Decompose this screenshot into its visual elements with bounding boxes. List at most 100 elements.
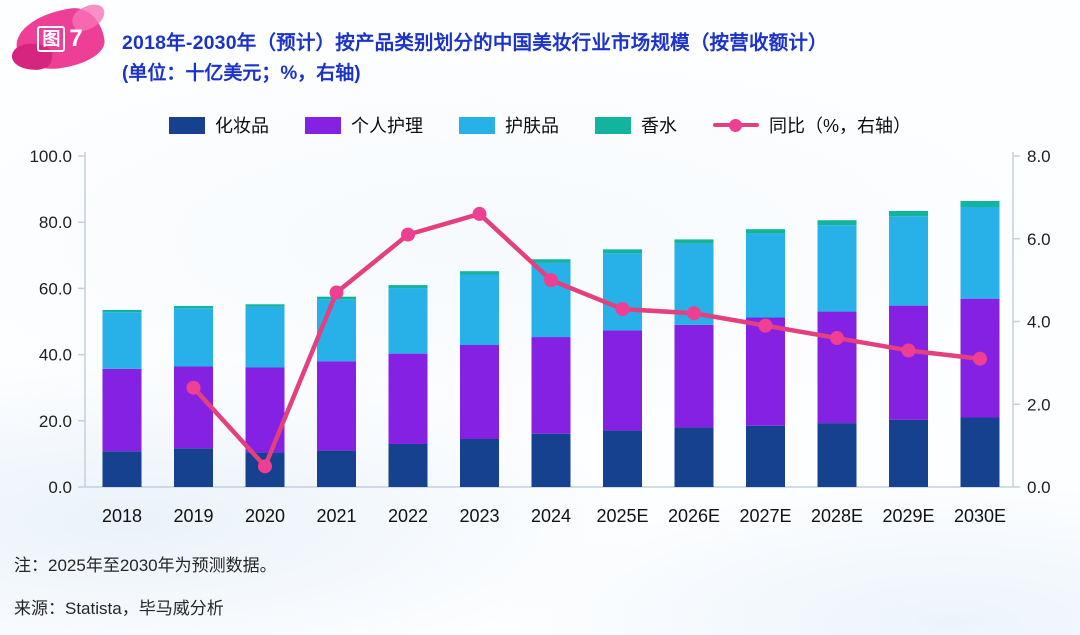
- legend-item: 护肤品: [458, 112, 559, 138]
- bar-segment-护肤品: [960, 206, 1000, 299]
- legend-item: 个人护理: [304, 112, 423, 138]
- legend-line-marker: [712, 117, 759, 134]
- yoy-data-point: [687, 306, 701, 321]
- chart-title: 2018年-2030年（预计）按产品类别划分的中国美妆行业市场规模（按营收额计）: [122, 32, 828, 54]
- bar-segment-个人护理: [102, 368, 142, 452]
- bar-segment-香水: [174, 305, 213, 309]
- bar-segment-护肤品: [174, 308, 213, 367]
- x-axis-label: 2030E: [954, 506, 1006, 526]
- left-axis-tick-label: 60.0: [39, 279, 72, 298]
- legend-label: 化妆品: [214, 116, 269, 136]
- legend-label: 护肤品: [504, 116, 559, 136]
- yoy-data-point: [186, 380, 201, 395]
- left-axis-tick-label: 40.0: [39, 346, 72, 365]
- left-axis-tick-label: 0.0: [48, 478, 72, 497]
- bar-segment-化妆品: [460, 439, 499, 487]
- bar-segment-香水: [746, 229, 785, 234]
- legend-label: 个人护理: [350, 116, 423, 136]
- yoy-data-point: [901, 343, 916, 358]
- bar-segment-化妆品: [603, 430, 642, 487]
- yoy-data-point: [258, 459, 272, 474]
- bar-segment-护肤品: [460, 274, 499, 346]
- bar-segment-化妆品: [674, 427, 714, 487]
- figure-number-badge: 图 7: [12, 4, 108, 74]
- footnote: 注：2025年至2030年为预测数据。: [14, 556, 277, 575]
- bar-segment-护肤品: [889, 216, 928, 306]
- right-axis-tick-label: 0.0: [1027, 478, 1051, 497]
- bar-segment-化妆品: [102, 451, 142, 487]
- bar-segment-香水: [817, 220, 857, 226]
- bar-segment-个人护理: [817, 311, 857, 424]
- bar-segment-香水: [245, 304, 285, 307]
- bar-segment-个人护理: [317, 361, 356, 451]
- legend-item-yoy: 同比（%，右轴）: [712, 112, 911, 138]
- right-axis-tick-label: 6.0: [1027, 230, 1051, 249]
- yoy-line: [191, 211, 983, 469]
- yoy-data-point: [615, 302, 630, 317]
- bar-segment-护肤品: [388, 288, 428, 354]
- right-axis-tick-label: 4.0: [1027, 313, 1051, 332]
- legend-item: 化妆品: [168, 112, 269, 138]
- legend-item: 香水: [594, 112, 677, 138]
- source-line: 来源：Statista，毕马威分析: [14, 599, 224, 618]
- bar-segment-香水: [531, 259, 571, 263]
- bar-segment-化妆品: [174, 448, 213, 487]
- bar-segment-个人护理: [603, 330, 642, 431]
- x-axis-label: 2026E: [668, 506, 720, 526]
- legend-swatch: [168, 116, 205, 134]
- bar-segment-香水: [889, 210, 928, 217]
- bar-segment-个人护理: [388, 353, 428, 444]
- bar-segment-护肤品: [603, 253, 642, 331]
- yoy-data-point: [329, 285, 344, 300]
- bar-segment-香水: [460, 271, 499, 275]
- x-axis-label: 2025E: [596, 506, 648, 526]
- stacked-bar-line-chart: 0.0 20.0 40.0 60.0 80.0 100.0 0.0 2.0 4.0 6.0 8.0 2…: [29, 147, 1051, 526]
- bar-segment-化妆品: [960, 417, 1000, 487]
- x-axis-label: 2029E: [882, 506, 934, 526]
- x-axis-label: 2024: [531, 506, 571, 526]
- left-axis-tick-label: 20.0: [39, 412, 72, 431]
- bar-segment-护肤品: [245, 306, 285, 368]
- x-axis-label: 2018: [102, 506, 142, 526]
- figure-num: 7: [69, 25, 83, 52]
- bar-segment-个人护理: [245, 367, 285, 453]
- right-axis-tick-label: 2.0: [1027, 395, 1051, 414]
- bar-segment-化妆品: [817, 423, 857, 487]
- legend-swatch: [594, 116, 631, 134]
- figure-number-label: 图 7: [16, 10, 104, 68]
- x-axis-label: 2027E: [739, 506, 791, 526]
- bar-segment-个人护理: [746, 317, 785, 426]
- yoy-data-point: [830, 331, 844, 346]
- right-axis-tick-label: 8.0: [1027, 147, 1051, 166]
- legend-label: 香水: [640, 116, 677, 136]
- bar-segment-香水: [960, 201, 1000, 207]
- bar-segment-个人护理: [889, 305, 928, 420]
- bar-segment-香水: [102, 309, 142, 313]
- bar-segment-香水: [603, 249, 642, 254]
- bar-segment-个人护理: [531, 337, 571, 434]
- yoy-data-point: [973, 351, 987, 366]
- bar-segment-化妆品: [889, 419, 928, 487]
- bar-segment-化妆品: [746, 425, 785, 487]
- chart-unit-subtitle: (单位：十亿美元；%，右轴): [122, 63, 361, 84]
- left-axis-tick-label: 80.0: [39, 213, 72, 232]
- bar-segment-化妆品: [388, 443, 428, 487]
- bar-segment-化妆品: [531, 433, 571, 487]
- bar-segment-护肤品: [317, 299, 356, 362]
- bar-segment-化妆品: [317, 450, 356, 487]
- x-axis-label: 2020: [245, 506, 285, 526]
- figure-char: 图: [37, 25, 66, 53]
- bar-segment-香水: [674, 239, 714, 244]
- bar-segment-护肤品: [746, 233, 785, 318]
- yoy-data-point: [544, 273, 558, 288]
- legend-swatch: [458, 116, 495, 134]
- yoy-data-point: [758, 318, 773, 333]
- bar-segment-香水: [388, 285, 428, 289]
- bar-segment-个人护理: [674, 324, 714, 428]
- yoy-data-point: [401, 227, 415, 242]
- x-axis-label: 2021: [316, 506, 356, 526]
- bar-segment-护肤品: [817, 225, 857, 312]
- x-axis-label: 2023: [459, 506, 499, 526]
- x-axis-label: 2028E: [811, 506, 863, 526]
